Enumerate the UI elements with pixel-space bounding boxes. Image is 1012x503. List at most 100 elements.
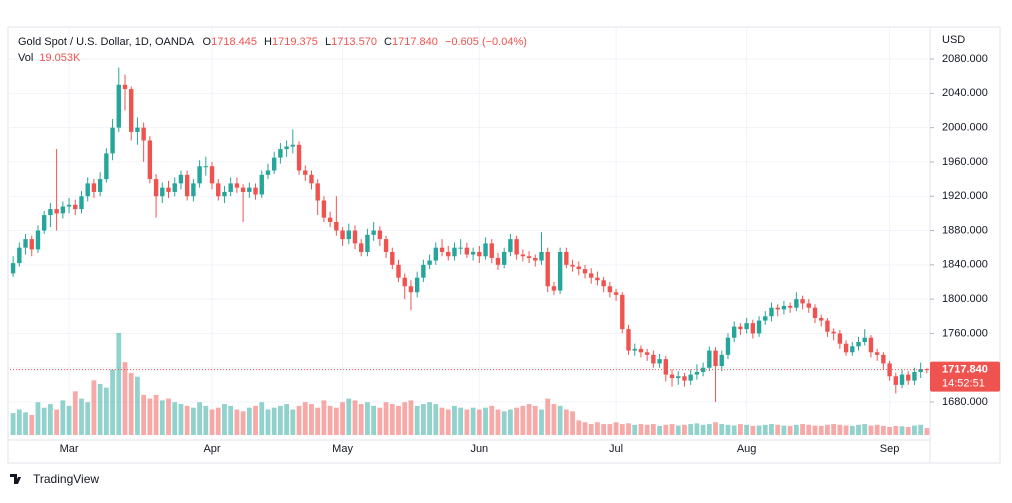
volume-bar bbox=[495, 409, 501, 435]
candle-body bbox=[247, 187, 252, 192]
volume-bar bbox=[79, 398, 84, 435]
volume-bar bbox=[23, 412, 28, 435]
volume-bar bbox=[340, 402, 345, 435]
volume-bar bbox=[389, 404, 395, 435]
volume-bar bbox=[159, 400, 165, 435]
volume-bar bbox=[153, 394, 159, 435]
candle-body bbox=[638, 348, 644, 353]
volume-bar bbox=[520, 405, 526, 435]
volume-bar bbox=[924, 428, 930, 435]
candle-body bbox=[396, 264, 401, 278]
candle-body bbox=[483, 243, 488, 257]
x-tick-label: May bbox=[332, 443, 353, 455]
candle-body bbox=[906, 374, 911, 381]
volume-bar bbox=[483, 407, 488, 435]
candle-body bbox=[819, 317, 824, 321]
x-tick-label: Apr bbox=[203, 443, 220, 455]
candle-body bbox=[327, 217, 333, 222]
candle-body bbox=[589, 273, 594, 278]
volume-name: Vol bbox=[18, 52, 33, 64]
volume-bar bbox=[576, 420, 582, 435]
volume-bar bbox=[141, 394, 147, 435]
candle-body bbox=[365, 234, 370, 252]
candle-body bbox=[582, 269, 588, 274]
volume-bar bbox=[60, 400, 66, 435]
volume-bar bbox=[271, 407, 277, 435]
volume-bar bbox=[843, 425, 849, 435]
volume-bar bbox=[240, 411, 246, 435]
volume-bar bbox=[905, 426, 911, 435]
volume-bar bbox=[887, 426, 892, 435]
candle-body bbox=[91, 183, 97, 192]
h-value: 1719.375 bbox=[272, 36, 318, 48]
candle-body bbox=[576, 266, 581, 270]
volume-bar bbox=[228, 405, 234, 435]
l-value: 1713.570 bbox=[331, 36, 377, 48]
candle-body bbox=[265, 170, 271, 175]
y-tick-label: 1920.000 bbox=[942, 190, 988, 202]
candle-body bbox=[812, 307, 818, 318]
volume-bar bbox=[769, 424, 774, 435]
symbol-title: Gold Spot / U.S. Dollar, 1D, OANDA bbox=[18, 36, 195, 48]
volume-bar bbox=[700, 424, 706, 435]
volume-bar bbox=[856, 424, 861, 435]
volume-bar bbox=[197, 402, 202, 435]
volume-bar bbox=[713, 422, 718, 435]
candle-body bbox=[197, 166, 202, 184]
candle-body bbox=[458, 247, 463, 249]
y-tick-label: 2000.000 bbox=[942, 122, 988, 134]
candle-body bbox=[371, 230, 376, 235]
volume-bar bbox=[246, 407, 252, 435]
volume-bar bbox=[48, 404, 53, 435]
candle-body bbox=[402, 277, 407, 287]
volume-bar bbox=[41, 407, 47, 435]
y-tick-label: 1800.000 bbox=[942, 293, 988, 305]
volume-bar bbox=[315, 407, 321, 435]
candle-body bbox=[234, 183, 240, 188]
volume-bar bbox=[682, 424, 687, 435]
candle-body bbox=[806, 303, 811, 308]
volume-bar bbox=[570, 411, 575, 435]
currency: USD bbox=[942, 34, 965, 46]
volume-bar bbox=[893, 425, 899, 435]
volume-bar bbox=[644, 424, 650, 435]
candle-body bbox=[390, 251, 395, 265]
change: −0.605 (−0.04%) bbox=[445, 36, 527, 48]
candle-body bbox=[564, 251, 569, 265]
axes: 1680.0001720.0001760.0001800.0001840.000… bbox=[60, 53, 1000, 455]
brand: TradingView bbox=[10, 472, 99, 486]
candle-body bbox=[79, 196, 84, 210]
volume-bar bbox=[787, 425, 793, 435]
volume-bar bbox=[321, 400, 327, 435]
volume-bar bbox=[557, 405, 563, 435]
candle-body bbox=[825, 320, 830, 332]
x-tick-label: Jul bbox=[609, 443, 623, 455]
brand-logo bbox=[10, 474, 21, 484]
candle-body bbox=[644, 352, 650, 355]
candle-body bbox=[184, 174, 190, 197]
volume-bar bbox=[762, 424, 768, 435]
volume-bar bbox=[234, 409, 240, 435]
volume-bar bbox=[302, 402, 308, 435]
candle-body bbox=[713, 350, 718, 367]
volume-bar bbox=[464, 409, 470, 435]
volume-bar bbox=[825, 424, 830, 435]
candle-body bbox=[253, 187, 258, 195]
candle-body bbox=[676, 376, 681, 379]
volume-bar bbox=[551, 404, 557, 435]
volume-bar bbox=[501, 411, 507, 435]
candle-body bbox=[414, 277, 420, 293]
candle-body bbox=[881, 354, 886, 364]
volume-bar bbox=[365, 402, 370, 435]
candle-body bbox=[632, 348, 637, 351]
volume-bar bbox=[532, 405, 538, 435]
volume-bar bbox=[470, 407, 476, 435]
volume-bar bbox=[433, 404, 439, 435]
volume-bar bbox=[719, 424, 725, 435]
candle-body bbox=[352, 230, 358, 244]
volume-bar bbox=[427, 402, 432, 435]
candle-body bbox=[620, 294, 625, 330]
candle-body bbox=[439, 247, 445, 252]
volume-value: 19.053K bbox=[39, 52, 81, 64]
